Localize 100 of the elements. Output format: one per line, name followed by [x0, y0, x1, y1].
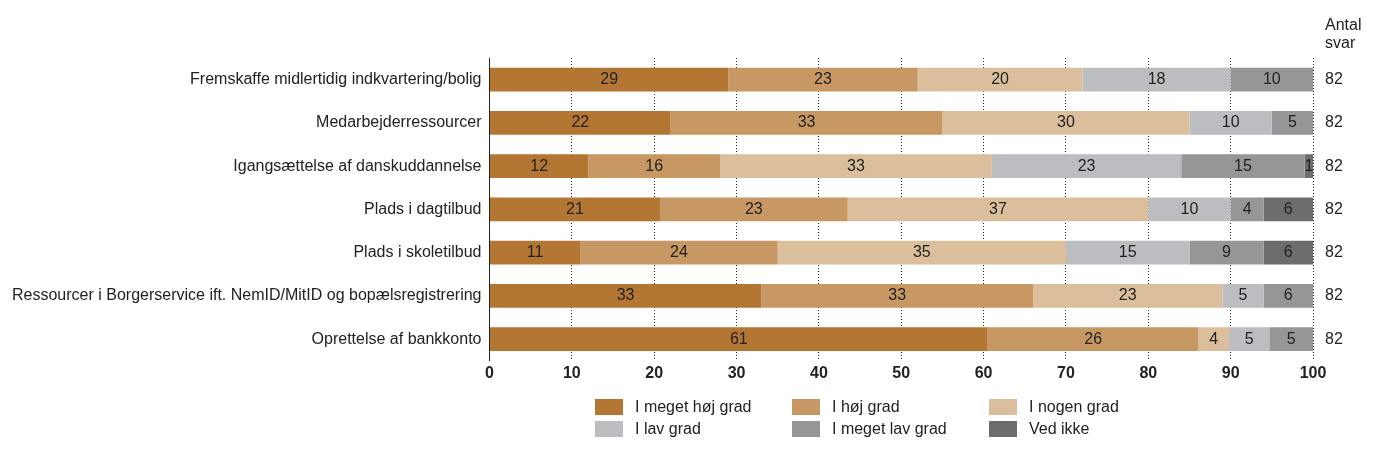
data-label: 5	[1287, 113, 1297, 131]
data-label: 23	[744, 199, 763, 217]
bar	[489, 197, 660, 222]
data-label: 5	[1238, 286, 1248, 304]
bar	[720, 154, 992, 179]
data-label: 10	[1180, 199, 1199, 217]
y-tick-label: Ressourcer i Borgerservice ift. NemID/MitID og bopælsregistrering	[12, 286, 482, 304]
bar	[991, 154, 1182, 179]
x-tick-label: 40	[809, 363, 828, 381]
data-label: 18	[1147, 70, 1166, 88]
data-label: 1	[1304, 156, 1314, 174]
data-label: 6	[1283, 286, 1293, 304]
bar	[588, 154, 721, 179]
data-label: 6	[1283, 199, 1293, 217]
x-tick-label: 10	[562, 363, 581, 381]
x-tick-label: 20	[645, 363, 664, 381]
bar	[1082, 67, 1231, 92]
data-label: 15	[1118, 243, 1137, 261]
bar	[489, 154, 589, 179]
data-label: 23	[814, 70, 833, 88]
text: 82	[1325, 329, 1343, 347]
x-tick-label: 80	[1139, 363, 1158, 381]
bar	[987, 327, 1199, 352]
data-label: 16	[645, 156, 664, 174]
y-tick-label: Medarbejderressourcer	[316, 113, 483, 131]
legend-label: I meget høj grad	[635, 398, 752, 416]
bar	[670, 110, 943, 135]
data-label: 23	[1077, 156, 1096, 174]
data-label: 22	[571, 113, 590, 131]
bar	[761, 283, 1034, 308]
bar	[489, 327, 988, 352]
bar	[1263, 240, 1313, 265]
bar	[1230, 197, 1264, 222]
bar	[1189, 240, 1264, 265]
data-label: 5	[1244, 329, 1254, 347]
data-label: 23	[1118, 286, 1137, 304]
bar	[942, 110, 1190, 135]
data-label: 24	[669, 243, 688, 261]
data-label: 10	[1221, 113, 1240, 131]
data-label: 11	[526, 243, 544, 261]
bar	[1230, 67, 1313, 92]
text: 82	[1325, 70, 1343, 88]
data-label: 20	[991, 70, 1010, 88]
x-tick-label: 60	[974, 363, 993, 381]
data-label: 12	[530, 156, 549, 174]
data-label: 61	[729, 329, 748, 347]
bar	[1189, 110, 1272, 135]
bar	[489, 240, 581, 265]
data-label: 6	[1283, 243, 1293, 261]
y-tick-label: Plads i dagtilbud	[364, 199, 482, 217]
legend-label: I meget lav grad	[832, 420, 947, 438]
data-label: 26	[1084, 329, 1103, 347]
legend-label: I høj grad	[832, 398, 900, 416]
text: 82	[1325, 156, 1343, 174]
data-label: 30	[1057, 113, 1075, 131]
x-tick-label: 0	[485, 363, 495, 381]
data-label: 5	[1286, 329, 1296, 347]
data-label: 33	[616, 286, 635, 304]
bar	[1198, 327, 1229, 352]
legend-label: I nogen grad	[1029, 398, 1119, 416]
bar	[1148, 197, 1231, 222]
bar	[1181, 154, 1305, 179]
bar	[847, 197, 1149, 222]
data-label: 21	[566, 199, 584, 217]
bar	[659, 197, 848, 222]
legend-label: Ved ikke	[1029, 420, 1090, 438]
data-label: 37	[989, 199, 1008, 217]
bar	[1065, 240, 1190, 265]
bar	[1229, 327, 1270, 352]
bar	[1269, 327, 1313, 352]
legend-label: I lav grad	[635, 420, 701, 438]
data-label: 33	[888, 286, 907, 304]
bar	[1033, 283, 1223, 308]
bar	[1263, 283, 1313, 308]
text: 82	[1325, 286, 1343, 304]
data-label: 4	[1242, 199, 1252, 217]
text: 82	[1325, 243, 1343, 261]
x-tick-label: 70	[1057, 363, 1075, 381]
x-tick-label: 50	[892, 363, 911, 381]
data-label: 29	[600, 70, 619, 88]
bar	[489, 283, 762, 308]
x-tick-label: 90	[1221, 363, 1240, 381]
y-tick-label: Oprettelse af bankkonto	[311, 329, 482, 347]
data-label: 33	[797, 113, 816, 131]
x-tick-label: 100	[1299, 363, 1327, 381]
text: 82	[1325, 113, 1343, 131]
data-label: 33	[847, 156, 865, 174]
bar	[1263, 197, 1313, 222]
bar	[489, 110, 671, 135]
x-tick-label: 30	[727, 363, 746, 381]
text: 82	[1325, 199, 1343, 217]
bar	[917, 67, 1083, 92]
bar	[580, 240, 778, 265]
y-tick-label: Fremskaffe midlertidig indkvartering/bolig	[190, 70, 482, 88]
data-label: 15	[1234, 156, 1252, 174]
bar	[1271, 110, 1313, 135]
bar	[489, 67, 729, 92]
data-label: 35	[912, 243, 931, 261]
y-tick-label: Plads i skoletilbud	[353, 243, 482, 261]
bar	[728, 67, 918, 92]
